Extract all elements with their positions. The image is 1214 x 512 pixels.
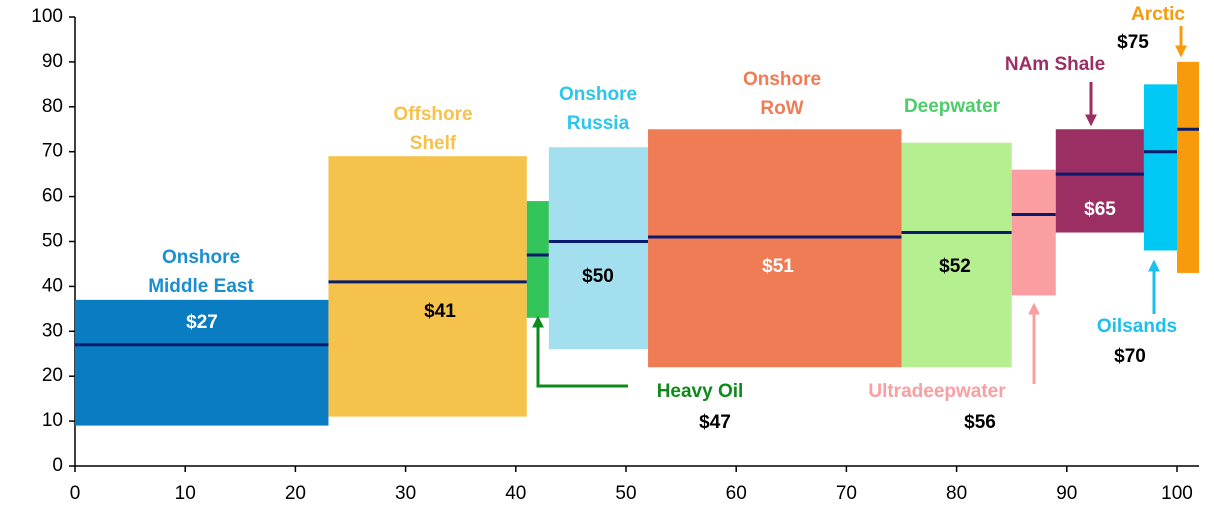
category-label: Heavy Oil [657, 381, 744, 402]
value-label: $47 [699, 412, 731, 433]
value-label: $51 [762, 256, 794, 277]
y-tick-label: 20 [42, 365, 63, 386]
category-label: Russia [567, 113, 630, 134]
bar [901, 142, 1012, 368]
category-label: Arctic [1131, 4, 1185, 25]
bar [1011, 169, 1056, 296]
y-tick-label: 80 [42, 96, 63, 117]
y-tick-label: 100 [31, 6, 63, 27]
y-tick-label: 60 [42, 186, 63, 207]
y-tick-label: 30 [42, 320, 63, 341]
value-label: $65 [1084, 199, 1116, 220]
x-tick-label: 50 [615, 483, 636, 504]
bar [526, 201, 549, 318]
category-label: Offshore [393, 104, 472, 125]
x-tick-label: 90 [1056, 483, 1077, 504]
category-label: Onshore [743, 69, 821, 90]
category-label: Deepwater [904, 96, 1001, 117]
x-tick-label: 30 [395, 483, 416, 504]
y-tick-label: 40 [42, 275, 63, 296]
category-label: Onshore [162, 247, 240, 268]
category-label: RoW [760, 98, 803, 119]
bar [548, 147, 649, 350]
y-tick-label: 10 [42, 410, 63, 431]
arrow [532, 315, 628, 388]
y-tick-label: 70 [42, 141, 63, 162]
category-label: Shelf [410, 133, 457, 154]
bar [648, 129, 902, 368]
category-label: Onshore [559, 84, 637, 105]
x-tick-label: 100 [1161, 483, 1193, 504]
y-tick-label: 90 [42, 51, 63, 72]
x-tick-label: 40 [505, 483, 526, 504]
x-tick-label: 80 [946, 483, 967, 504]
x-tick-label: 70 [836, 483, 857, 504]
category-label: Middle East [148, 276, 254, 297]
arrows [532, 26, 1187, 388]
bar [1055, 129, 1144, 233]
y-tick-label: 0 [52, 455, 63, 476]
x-tick-label: 0 [70, 483, 81, 504]
bar [1143, 84, 1177, 251]
bar [75, 299, 329, 426]
value-label: $27 [186, 312, 218, 333]
bar [328, 156, 527, 417]
value-label: $70 [1114, 346, 1146, 367]
value-label: $52 [939, 256, 971, 277]
category-label: Ultradeepwater [868, 381, 1006, 402]
category-label: NAm Shale [1005, 54, 1105, 75]
value-label: $75 [1117, 32, 1149, 53]
y-tick-label: 50 [42, 231, 63, 252]
value-label: $41 [424, 301, 456, 322]
x-tick-label: 10 [175, 483, 196, 504]
x-tick-label: 60 [726, 483, 747, 504]
category-label: Oilsands [1097, 316, 1177, 337]
value-label: $56 [964, 412, 996, 433]
bar [1177, 61, 1200, 273]
x-tick-label: 20 [285, 483, 306, 504]
value-label: $50 [582, 266, 614, 287]
